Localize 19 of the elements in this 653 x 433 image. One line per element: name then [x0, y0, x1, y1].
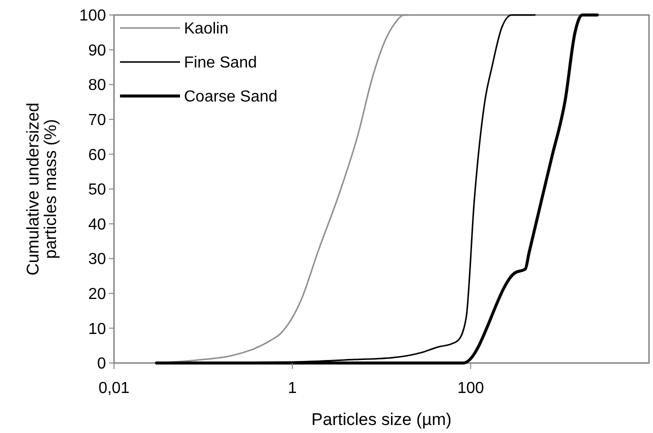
y-tick-label: 0: [97, 356, 106, 373]
x-tick-label: 100: [457, 380, 484, 397]
y-tick-label: 80: [88, 77, 106, 94]
y-tick-label: 90: [88, 42, 106, 60]
legend-label: Kaolin: [184, 20, 228, 38]
y-tick-label: 50: [88, 182, 106, 199]
y-tick-label: 30: [88, 251, 106, 268]
x-axis-title: Particles size (µm): [311, 410, 452, 429]
y-tick-label: 100: [79, 8, 106, 25]
legend-label: Coarse Sand: [184, 88, 278, 106]
x-tick-label: 1: [288, 380, 297, 397]
y-axis-title: Cumulative undersized particles mass (%): [23, 102, 60, 276]
legend-label: Fine Sand: [184, 54, 257, 72]
y-tick-label: 10: [88, 320, 106, 338]
y-tick-label: 60: [88, 146, 106, 164]
y-tick-label: 20: [88, 286, 106, 303]
y-tick-label: 40: [88, 216, 106, 234]
y-tick-label: 70: [88, 112, 106, 129]
x-tick-label: 0,01: [98, 380, 130, 397]
